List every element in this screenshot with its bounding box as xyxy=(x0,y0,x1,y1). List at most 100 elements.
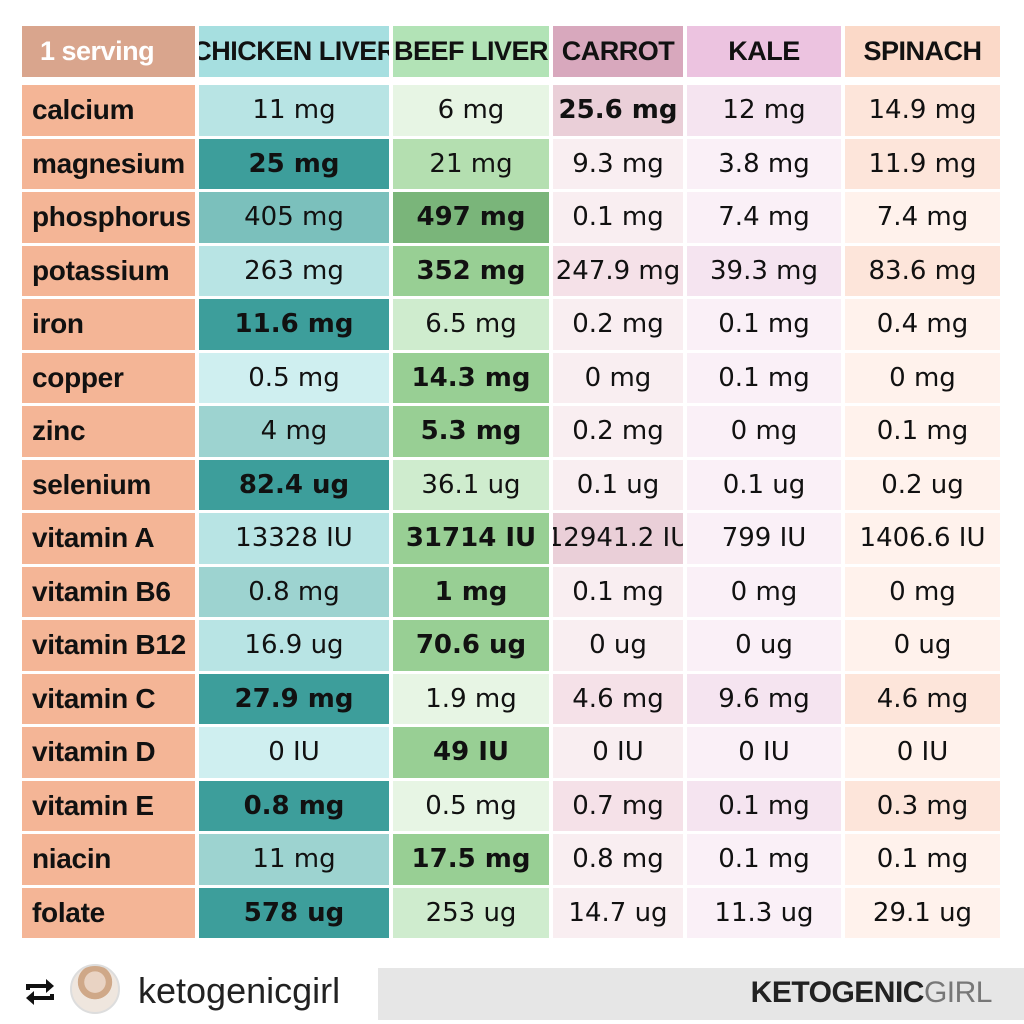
cell-carrot: 25.6 mg xyxy=(553,85,683,136)
cell-carrot: 0.2 mg xyxy=(553,406,683,457)
cell-kale: 0.1 mg xyxy=(687,780,841,831)
cell-spinach: 0 IU xyxy=(845,727,1000,778)
cell-beef-liver: 21 mg xyxy=(393,138,549,189)
cell-carrot: 0.1 mg xyxy=(553,566,683,617)
cell-spinach: 0.1 mg xyxy=(845,406,1000,457)
cell-kale: 0 mg xyxy=(687,566,841,617)
cell-chicken-liver: 11.6 mg xyxy=(199,299,389,350)
row-label: potassium xyxy=(22,245,195,296)
cell-carrot: 14.7 ug xyxy=(553,887,683,938)
row-label: phosphorus xyxy=(22,192,195,243)
cell-carrot: 12941.2 IU xyxy=(553,513,683,564)
table-row: calcium 11 mg 6 mg 25.6 mg 12 mg 14.9 mg xyxy=(22,85,1004,136)
cell-beef-liver: 14.3 mg xyxy=(393,352,549,403)
row-label: vitamin C xyxy=(22,673,195,724)
table-row: folate 578 ug 253 ug 14.7 ug 11.3 ug 29.1 ug xyxy=(22,887,1004,938)
cell-chicken-liver: 4 mg xyxy=(199,406,389,457)
table-row: iron 11.6 mg 6.5 mg 0.2 mg 0.1 mg 0.4 mg xyxy=(22,299,1004,350)
cell-chicken-liver: 263 mg xyxy=(199,245,389,296)
table-row: potassium 263 mg 352 mg 247.9 mg 39.3 mg 83.6… xyxy=(22,245,1004,296)
cell-beef-liver: 1.9 mg xyxy=(393,673,549,724)
cell-kale: 3.8 mg xyxy=(687,138,841,189)
brand-bold: KETOGENIC xyxy=(750,976,925,1009)
cell-beef-liver: 352 mg xyxy=(393,245,549,296)
cell-chicken-liver: 0.8 mg xyxy=(199,566,389,617)
cell-carrot: 4.6 mg xyxy=(553,673,683,724)
cell-kale: 7.4 mg xyxy=(687,192,841,243)
cell-kale: 0.1 mg xyxy=(687,299,841,350)
cell-kale: 0 ug xyxy=(687,620,841,671)
column-header-beef-liver: BEEF LIVER xyxy=(393,26,549,77)
cell-beef-liver: 5.3 mg xyxy=(393,406,549,457)
cell-carrot: 9.3 mg xyxy=(553,138,683,189)
username[interactable]: ketogenicgirl xyxy=(138,970,341,1011)
cell-beef-liver: 36.1 ug xyxy=(393,459,549,510)
table-row: vitamin C 27.9 mg 1.9 mg 4.6 mg 9.6 mg 4.6 mg xyxy=(22,673,1004,724)
cell-chicken-liver: 82.4 ug xyxy=(199,459,389,510)
cell-carrot: 0.8 mg xyxy=(553,834,683,885)
cell-chicken-liver: 25 mg xyxy=(199,138,389,189)
cell-carrot: 247.9 mg xyxy=(553,245,683,296)
cell-chicken-liver: 405 mg xyxy=(199,192,389,243)
cell-carrot: 0 IU xyxy=(553,727,683,778)
cell-chicken-liver: 0 IU xyxy=(199,727,389,778)
table-row: phosphorus 405 mg 497 mg 0.1 mg 7.4 mg 7.4 mg xyxy=(22,192,1004,243)
cell-chicken-liver: 11 mg xyxy=(199,834,389,885)
table-row: vitamin B12 16.9 ug 70.6 ug 0 ug 0 ug 0 ug xyxy=(22,620,1004,671)
column-header-chicken-liver: CHICKEN LIVER xyxy=(199,26,389,77)
table-row: vitamin B6 0.8 mg 1 mg 0.1 mg 0 mg 0 mg xyxy=(22,566,1004,617)
cell-spinach: 0.3 mg xyxy=(845,780,1000,831)
column-header-kale: KALE xyxy=(687,26,841,77)
avatar[interactable] xyxy=(70,964,120,1014)
table-row: zinc 4 mg 5.3 mg 0.2 mg 0 mg 0.1 mg xyxy=(22,406,1004,457)
cell-carrot: 0 ug xyxy=(553,620,683,671)
cell-beef-liver: 6.5 mg xyxy=(393,299,549,350)
row-label: vitamin A xyxy=(22,513,195,564)
cell-chicken-liver: 578 ug xyxy=(199,887,389,938)
cell-spinach: 0.2 ug xyxy=(845,459,1000,510)
cell-carrot: 0 mg xyxy=(553,352,683,403)
cell-beef-liver: 31714 IU xyxy=(393,513,549,564)
cell-spinach: 0.4 mg xyxy=(845,299,1000,350)
table-body: calcium 11 mg 6 mg 25.6 mg 12 mg 14.9 mg magne… xyxy=(22,85,1004,938)
row-label: selenium xyxy=(22,459,195,510)
cell-carrot: 0.1 mg xyxy=(553,192,683,243)
cell-beef-liver: 497 mg xyxy=(393,192,549,243)
cell-kale: 11.3 ug xyxy=(687,887,841,938)
column-header-carrot: CARROT xyxy=(553,26,683,77)
row-label: zinc xyxy=(22,406,195,457)
cell-chicken-liver: 16.9 ug xyxy=(199,620,389,671)
cell-spinach: 11.9 mg xyxy=(845,138,1000,189)
table-row: copper 0.5 mg 14.3 mg 0 mg 0.1 mg 0 mg xyxy=(22,352,1004,403)
cell-beef-liver: 6 mg xyxy=(393,85,549,136)
cell-kale: 0 mg xyxy=(687,406,841,457)
cell-spinach: 0 mg xyxy=(845,352,1000,403)
cell-spinach: 4.6 mg xyxy=(845,673,1000,724)
cell-carrot: 0.1 ug xyxy=(553,459,683,510)
row-label: magnesium xyxy=(22,138,195,189)
table-row: vitamin E 0.8 mg 0.5 mg 0.7 mg 0.1 mg 0.3 mg xyxy=(22,780,1004,831)
cell-chicken-liver: 0.8 mg xyxy=(199,780,389,831)
cell-kale: 0.1 ug xyxy=(687,459,841,510)
table-row: magnesium 25 mg 21 mg 9.3 mg 3.8 mg 11.9 mg xyxy=(22,138,1004,189)
row-label: iron xyxy=(22,299,195,350)
cell-spinach: 0 ug xyxy=(845,620,1000,671)
cell-beef-liver: 49 IU xyxy=(393,727,549,778)
repost-icon[interactable] xyxy=(22,976,58,1008)
cell-chicken-liver: 11 mg xyxy=(199,85,389,136)
footer: ketogenicgirl KETOGENICGIRL xyxy=(0,960,1024,1024)
row-label: vitamin B12 xyxy=(22,620,195,671)
cell-kale: 0.1 mg xyxy=(687,834,841,885)
table-row: vitamin A 13328 IU 31714 IU 12941.2 IU 799 I… xyxy=(22,513,1004,564)
row-label: folate xyxy=(22,887,195,938)
row-label: niacin xyxy=(22,834,195,885)
row-label: vitamin D xyxy=(22,727,195,778)
cell-kale: 9.6 mg xyxy=(687,673,841,724)
cell-kale: 39.3 mg xyxy=(687,245,841,296)
cell-carrot: 0.7 mg xyxy=(553,780,683,831)
cell-beef-liver: 17.5 mg xyxy=(393,834,549,885)
cell-spinach: 7.4 mg xyxy=(845,192,1000,243)
cell-kale: 799 IU xyxy=(687,513,841,564)
row-label: vitamin E xyxy=(22,780,195,831)
cell-beef-liver: 253 ug xyxy=(393,887,549,938)
